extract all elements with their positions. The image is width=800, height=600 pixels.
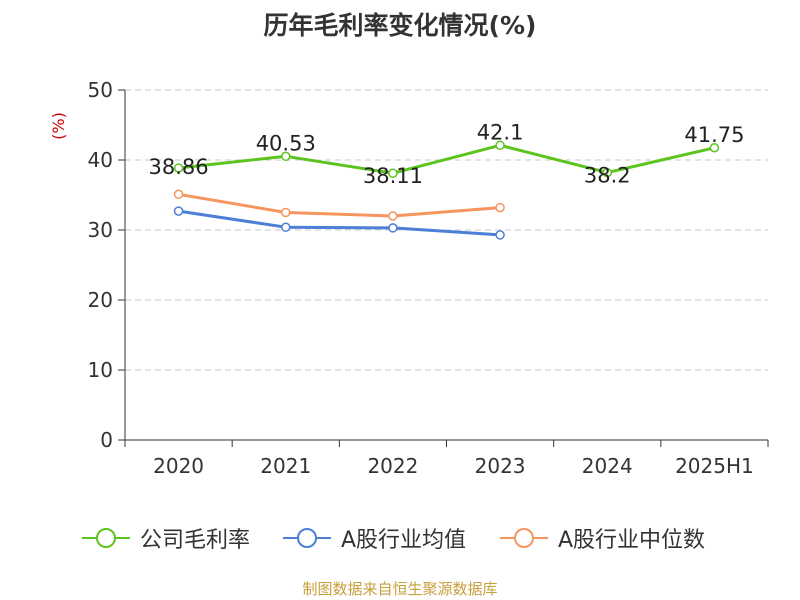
x-tick-label: 2021	[260, 454, 311, 478]
data-point	[173, 189, 184, 200]
data-point	[173, 163, 184, 173]
data-label: 38.11	[363, 164, 423, 188]
data-point	[495, 230, 505, 240]
x-tick-label: 2020	[153, 454, 204, 478]
chart-title: 历年毛利率变化情况(%)	[263, 11, 537, 40]
x-tick-label: 2023	[475, 454, 526, 478]
series-line	[178, 209, 501, 237]
data-point	[495, 202, 505, 213]
data-label: 41.75	[684, 123, 744, 147]
data-point	[281, 207, 291, 218]
legend-marker-industry-average	[283, 528, 331, 548]
y-tick-label: 0	[100, 428, 113, 452]
data-point	[602, 167, 612, 178]
data-point	[388, 211, 398, 221]
x-tick-label: 2025H1	[675, 454, 754, 478]
y-tick-label: 20	[88, 288, 113, 312]
data-label: 38.2	[584, 164, 631, 188]
data-label: 40.53	[256, 131, 316, 155]
legend-item-industry-average[interactable]: A股行业均值	[281, 518, 466, 558]
y-tick-label: 10	[88, 358, 113, 382]
y-axis-unit-label: (%)	[49, 112, 68, 140]
legend-marker-industry-median	[500, 528, 548, 548]
data-point	[173, 206, 184, 216]
y-tick-label: 40	[88, 148, 113, 172]
x-tick-label: 2022	[367, 454, 418, 478]
data-point	[388, 223, 398, 233]
legend-item-company-margin[interactable]: 公司毛利率	[80, 518, 250, 558]
data-point	[281, 222, 291, 232]
x-tick-label: 2024	[582, 454, 633, 478]
data-source-note: 制图数据来自恒生聚源数据库	[302, 580, 498, 598]
data-point	[388, 168, 398, 178]
series-lines	[173, 140, 720, 240]
legend-marker-company-margin	[82, 528, 130, 548]
data-label: 38.86	[149, 155, 209, 179]
legend-label: 公司毛利率	[140, 528, 251, 553]
data-point	[495, 140, 505, 151]
legend-label: A股行业中位数	[558, 528, 706, 553]
legend-label: A股行业均值	[341, 528, 467, 553]
legend-item-industry-median[interactable]: A股行业中位数	[498, 518, 705, 558]
data-label: 42.1	[477, 120, 524, 144]
series-line	[178, 192, 501, 218]
data-point	[281, 151, 291, 162]
series-line	[178, 143, 715, 175]
legend: 公司毛利率 A股行业均值 A股行业中位数	[0, 518, 800, 558]
y-tick-label: 30	[88, 218, 113, 242]
axes: 0 10 20 30 40 50 2020 2021 2022 2023 2024 2025H1	[88, 78, 769, 478]
data-point	[709, 143, 720, 153]
data-labels: 38.86 40.53 38.11 42.1 38.2 41.75	[149, 120, 745, 188]
line-chart: (%) 0 10 20 30 40 50 2020 2021 2022 2023 2024 2025H…	[49, 78, 769, 478]
y-tick-label: 50	[88, 78, 113, 102]
